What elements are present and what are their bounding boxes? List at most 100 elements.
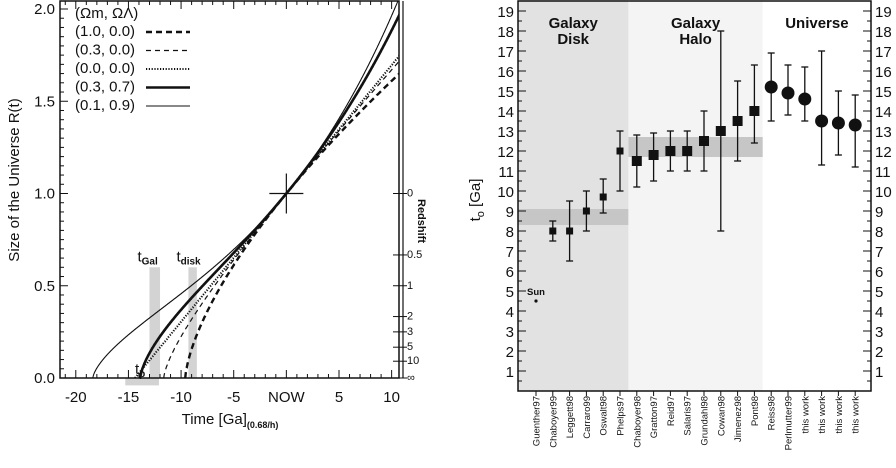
category-label: Salaris97 (683, 396, 694, 436)
category-label: this work (834, 396, 845, 434)
y-tick-label-right: 1 (875, 364, 883, 381)
redshift-tick-label: 10 (407, 355, 419, 367)
y-tick-label: 15 (497, 84, 514, 101)
scale-factor-chart: tGal tdisk tp -20 -15 -10 -5 NOW 5 10 0.0 0.5 1.0 1.5… (6, 0, 427, 430)
y-tick-label: 11 (498, 164, 514, 181)
y-tick-label-right: 10 (875, 184, 892, 201)
x-tick-label: -20 (65, 389, 87, 406)
y-tick-label-right: 14 (875, 104, 892, 121)
y-tick-label: 5 (506, 284, 514, 301)
data-point-star (534, 299, 538, 303)
shaded-bar-disk (188, 267, 197, 378)
y-axis-title: to [Ga] (467, 179, 487, 222)
category-label: Perlmutter99 (784, 396, 795, 450)
y-tick-label: 16 (497, 64, 514, 81)
curve-4 (92, 1, 399, 378)
bar-label-disk: tdisk (176, 248, 201, 267)
category-label: Reiss98 (767, 396, 778, 430)
data-point-square (732, 116, 743, 126)
data-point-square (665, 146, 676, 156)
region-bg (518, 0, 629, 391)
category-label: Chaboyer98 (632, 396, 643, 448)
x-tick-label: NOW (268, 389, 306, 406)
y-tick-label: 1 (506, 364, 514, 381)
data-point-square (566, 227, 574, 235)
legend-label: (0.1, 0.9) (75, 97, 135, 114)
x-tick-label: -5 (227, 389, 240, 406)
legend-label: (0.3, 0.7) (75, 79, 135, 96)
y-tick-label: 1.0 (34, 186, 55, 203)
redshift-tick-label: 0.5 (407, 249, 422, 261)
region-title: Galaxy (671, 15, 721, 32)
sun-label: Sun (527, 287, 545, 298)
category-label: Phelps97 (616, 396, 627, 436)
data-point-circle (848, 118, 862, 132)
data-point-square (599, 193, 607, 201)
x-axis-title: Time [Ga](0.68/h) (182, 411, 279, 430)
x-tick-label: -15 (118, 389, 140, 406)
bar-label-gal: tGal (137, 248, 158, 267)
redshift-tick-label: 5 (407, 341, 413, 353)
data-point-square (648, 150, 659, 160)
data-point-square (549, 227, 557, 235)
region-bg (628, 0, 763, 391)
x-tick-label: 5 (335, 389, 343, 406)
category-label: Reid97 (666, 396, 677, 426)
y-tick-label-right: 12 (875, 144, 892, 161)
region-band (628, 137, 763, 157)
category-label: Grundahl98 (700, 396, 711, 446)
bar-label-p: tp (135, 361, 145, 380)
data-point-square (749, 106, 760, 116)
y-tick-label-right: 9 (875, 204, 883, 221)
data-point-circle (798, 92, 812, 106)
y-tick-label: 2 (506, 344, 514, 361)
y-tick-label-right: 7 (875, 244, 883, 261)
y-tick-label-right: 17 (875, 44, 892, 61)
region-band (518, 209, 629, 225)
y-tick-label: 12 (497, 144, 514, 161)
category-label: Leggett98 (565, 396, 576, 438)
data-point-circle (815, 114, 829, 128)
curve-0 (184, 72, 399, 378)
x-tick-label: -10 (170, 389, 192, 406)
shaded-bar-p (125, 378, 159, 386)
data-point-circle (831, 116, 845, 130)
y-tick-label-right: 16 (875, 64, 892, 81)
legend-label: (1.0, 0.0) (75, 23, 135, 40)
data-point-square (682, 146, 693, 156)
y-tick-label: 8 (506, 224, 514, 241)
category-label: Guenther97 (532, 396, 543, 446)
shaded-bar-gal (149, 267, 161, 378)
data-point-square (631, 156, 642, 166)
y-tick-label-right: 3 (875, 324, 883, 341)
y-tick-label: 18 (497, 24, 514, 41)
redshift-tick-label: ∞ (407, 372, 415, 384)
legend-label: (0.3, 0.0) (75, 42, 135, 59)
redshift-axis-title: Redshift (415, 199, 427, 243)
redshift-tick-label: 1 (407, 280, 413, 292)
redshift-tick-label: 2 (407, 311, 413, 323)
y-tick-label-right: 15 (875, 84, 892, 101)
category-label: this work (817, 396, 828, 434)
y-tick-label-right: 18 (875, 24, 892, 41)
y-tick-label: 10 (497, 184, 514, 201)
region-title: Disk (557, 31, 589, 48)
y-tick-label: 0.0 (34, 370, 55, 387)
data-point-circle (781, 86, 795, 100)
category-label: Pont98 (750, 396, 761, 426)
legend-title: (Ωm, ΩΛ) (75, 5, 138, 22)
data-point-square (699, 136, 709, 146)
data-point-square (616, 147, 624, 155)
category-label: Gratton97 (649, 396, 660, 438)
y-tick-label: 0.5 (34, 278, 55, 295)
category-label: Oswalt98 (599, 396, 610, 436)
plot-frame (517, 0, 872, 392)
y-tick-label-right: 11 (875, 164, 891, 181)
category-label: Jimenez98 (733, 396, 744, 442)
y-tick-label: 13 (497, 124, 514, 141)
category-label: Cowan98 (716, 396, 727, 436)
y-tick-label: 1.5 (34, 93, 55, 110)
y-tick-label: 4 (506, 304, 514, 321)
